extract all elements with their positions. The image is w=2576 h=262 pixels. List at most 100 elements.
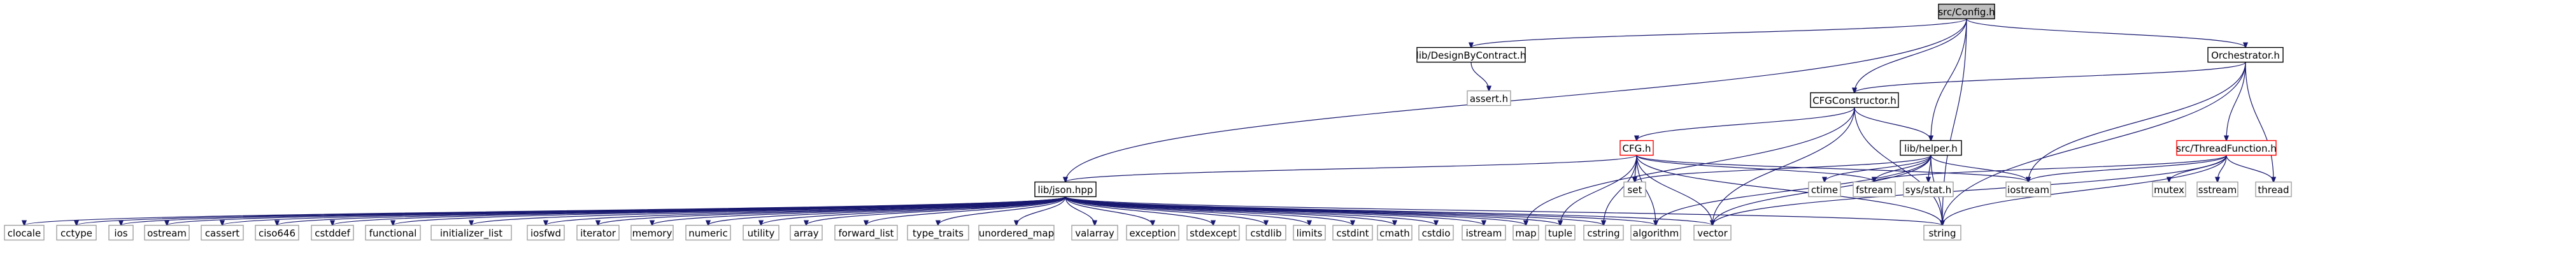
edge-cfgc-to-string	[1854, 107, 1942, 226]
node-iostream[interactable]: iostream	[2005, 181, 2051, 198]
node-label: mutex	[2154, 184, 2184, 196]
node-tuple[interactable]: tuple	[1545, 224, 1576, 241]
edge-cfgc-to-vector	[1712, 107, 1855, 226]
node-box	[1630, 224, 1681, 241]
edge-config-to-helper	[1931, 18, 1967, 141]
node-ciso646[interactable]: ciso646	[255, 224, 299, 241]
node-label: exception	[1129, 228, 1176, 239]
node-orch[interactable]: Orchestrator.h	[2207, 47, 2284, 63]
node-label: sys/stat.h	[1905, 184, 1952, 196]
node-box	[2255, 181, 2292, 198]
node-label: valarray	[1075, 228, 1114, 239]
node-cstdio[interactable]: cstdio	[1418, 224, 1454, 241]
node-label: initializer_list	[440, 228, 502, 240]
node-box	[1467, 90, 1511, 106]
node-cstddef[interactable]: cstddef	[311, 224, 354, 241]
edge-cfg-to-iostream	[1636, 154, 2028, 182]
node-exception[interactable]: exception	[1126, 224, 1179, 241]
node-label: array	[793, 228, 818, 239]
node-label: numeric	[688, 228, 727, 239]
node-set[interactable]: set	[1623, 181, 1646, 198]
node-sysstat[interactable]: sys/stat.h	[1903, 181, 1954, 198]
node-ostream[interactable]: ostream	[144, 224, 190, 241]
node-assert[interactable]: assert.h	[1467, 90, 1511, 106]
node-clocale[interactable]: clocale	[4, 224, 45, 241]
node-box	[1545, 224, 1576, 241]
node-box	[907, 224, 969, 241]
node-label: assert.h	[1470, 93, 1508, 105]
node-helper[interactable]: lib/helper.h	[1900, 140, 1962, 156]
node-fwdlist[interactable]: forward_list	[834, 224, 898, 241]
edge-helper-to-fstream	[1874, 155, 1932, 182]
node-stdexcept[interactable]: stdexcept	[1186, 224, 1240, 241]
edge-orch-to-thread	[2245, 62, 2274, 182]
node-mutex[interactable]: mutex	[2152, 181, 2186, 198]
node-umap[interactable]: unordered_map	[978, 224, 1055, 241]
node-box	[1900, 140, 1962, 156]
node-iterator[interactable]: iterator	[576, 224, 620, 241]
node-json[interactable]: lib/json.hpp	[1034, 181, 1097, 198]
node-config[interactable]: src/Config.h	[1938, 3, 1995, 20]
node-functional[interactable]: functional	[365, 224, 421, 241]
node-box	[1034, 181, 1097, 198]
node-cctype[interactable]: cctype	[56, 224, 97, 241]
node-typetraits[interactable]: type_traits	[907, 224, 969, 241]
node-box	[1619, 140, 1654, 156]
node-label: set	[1628, 184, 1642, 196]
edge-config-to-cfgc	[1854, 18, 1967, 93]
node-cstdint[interactable]: cstdint	[1332, 224, 1373, 241]
node-cstring[interactable]: cstring	[1583, 224, 1624, 241]
node-label: lib/json.hpp	[1038, 184, 1093, 196]
node-array[interactable]: array	[790, 224, 823, 241]
node-dbc[interactable]: lib/DesignByContract.h	[1416, 47, 1526, 63]
node-vector[interactable]: vector	[1693, 224, 1732, 241]
node-cassert[interactable]: cassert	[201, 224, 244, 241]
node-memory[interactable]: memory	[630, 224, 674, 241]
node-valarray[interactable]: valarray	[1071, 224, 1118, 241]
node-iosfwd[interactable]: iosfwd	[527, 224, 565, 241]
node-label: cassert	[205, 228, 239, 239]
edge-json-to-limits	[1065, 196, 1309, 226]
node-label: fstream	[1856, 184, 1893, 196]
node-label: map	[1515, 228, 1536, 239]
node-label: ctime	[1811, 184, 1838, 196]
node-box	[1810, 92, 1899, 108]
node-label: clocale	[8, 228, 41, 239]
node-initlist[interactable]: initializer_list	[431, 224, 512, 241]
node-cfgc[interactable]: CFGConstructor.h	[1810, 92, 1899, 108]
edge-cfg-to-vector	[1636, 155, 1712, 226]
node-sstream[interactable]: sstream	[2196, 181, 2238, 198]
edge-dbc-to-assert	[1470, 62, 1489, 91]
edge-cfg-to-tuple	[1560, 155, 1637, 226]
node-label: iterator	[580, 228, 616, 239]
node-cfg[interactable]: CFG.h	[1619, 140, 1654, 156]
node-utility[interactable]: utility	[743, 224, 779, 241]
edge-json-to-algorithm	[1065, 196, 1656, 226]
edge-cfgc-to-map	[1526, 107, 1855, 226]
edge-json-to-ciso646	[277, 196, 1066, 226]
node-fstream[interactable]: fstream	[1853, 181, 1896, 198]
node-cmath[interactable]: cmath	[1377, 224, 1413, 241]
node-label: algorithm	[1633, 228, 1679, 239]
edge-helper-to-algorithm	[1656, 155, 1932, 226]
node-label: lib/helper.h	[1904, 143, 1958, 154]
edge-json-to-memory	[652, 196, 1066, 226]
node-map[interactable]: map	[1512, 224, 1539, 241]
node-label: istream	[1466, 228, 1502, 239]
edge-orch-to-iostream	[2028, 62, 2246, 182]
node-box	[1416, 47, 1526, 63]
node-algorithm[interactable]: algorithm	[1630, 224, 1681, 241]
node-tf[interactable]: src/ThreadFunction.h	[2176, 140, 2277, 156]
node-ios[interactable]: ios	[108, 224, 134, 241]
node-limits[interactable]: limits	[1293, 224, 1326, 241]
node-numeric[interactable]: numeric	[685, 224, 731, 241]
edge-helper-to-iostream	[1930, 155, 2028, 182]
node-ctime[interactable]: ctime	[1808, 181, 1841, 198]
node-box	[1377, 224, 1413, 241]
node-istream[interactable]: istream	[1462, 224, 1506, 241]
node-cstdlib[interactable]: cstdlib	[1246, 224, 1286, 241]
node-string[interactable]: string	[1923, 224, 1961, 241]
node-label: thread	[2258, 184, 2289, 196]
node-thread[interactable]: thread	[2255, 181, 2292, 198]
